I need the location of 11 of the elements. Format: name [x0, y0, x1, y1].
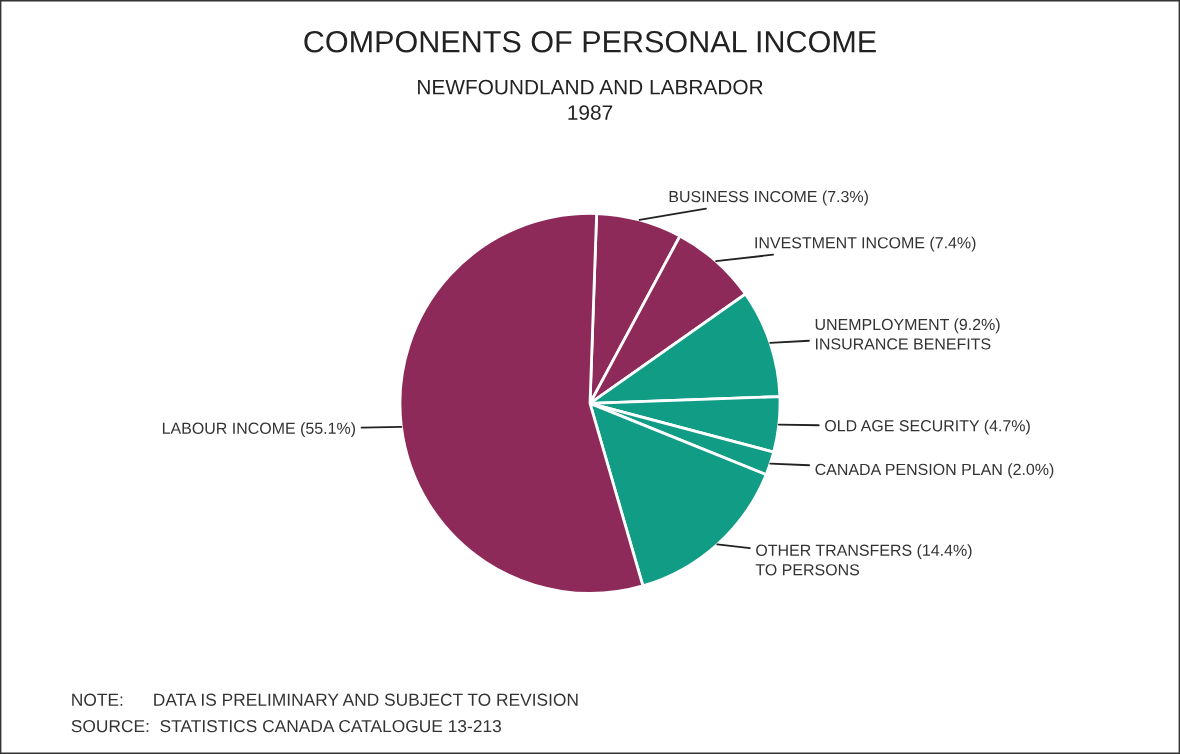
- chart-subtitle: NEWFOUNDLAND AND LABRADOR 1987: [418, 79, 763, 120]
- chart-title: COMPONENTS OF PERSONAL INCOME: [304, 30, 876, 53]
- slice-label: CANADA PENSION PLAN (2.0%): [815, 463, 1054, 479]
- slice-label: OTHER TRANSFERS (14.4%) TO PERSONS: [755, 544, 972, 576]
- slice-label: BUSINESS INCOME (7.3%): [669, 190, 868, 206]
- slice-label: OLD AGE SECURITY (4.7%): [825, 419, 1030, 435]
- source-note: SOURCE: STATISTICS CANADA CATALOGUE 13-213: [71, 719, 501, 733]
- slice-label: LABOUR INCOME (55.1%): [162, 422, 356, 438]
- slice-label: UNEMPLOYMENT (9.2%) INSURANCE BENEFITS: [815, 318, 1000, 350]
- slice-label: INVESTMENT INCOME (7.4%): [755, 236, 976, 252]
- text: NOTE: DATA IS PRELIMINARY AND SUBJECT TO REVISION: [72, 693, 578, 706]
